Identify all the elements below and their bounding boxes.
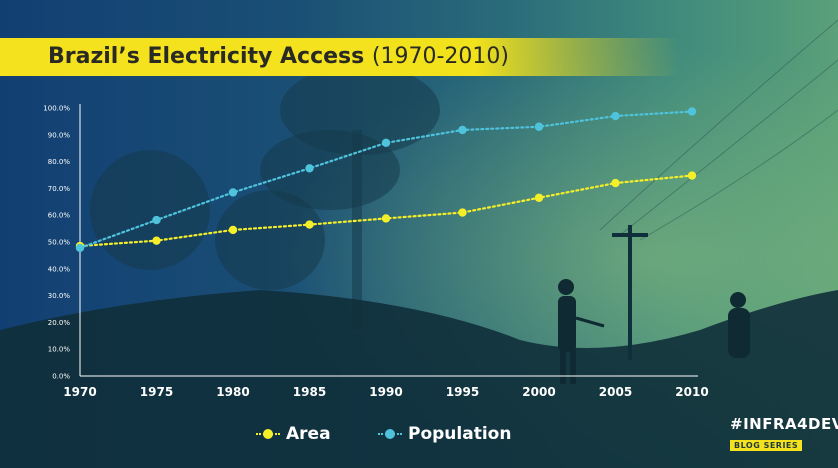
data-point-population <box>687 107 697 116</box>
y-tick-label: 20.0% <box>48 319 71 327</box>
x-tick-label: 1985 <box>293 385 326 399</box>
title-main: Brazil’s Electricity Access <box>48 44 365 69</box>
legend-label-population: Population <box>408 424 512 444</box>
data-point-area <box>611 178 620 188</box>
hill-silhouette <box>0 290 838 468</box>
y-tick-label: 0.0% <box>52 373 70 381</box>
data-point-area <box>381 214 391 223</box>
data-point-population <box>305 164 314 173</box>
x-tick-label: 2000 <box>522 385 555 399</box>
chart-series <box>75 107 697 253</box>
y-tick-label: 30.0% <box>48 292 71 300</box>
data-point-area <box>534 193 544 202</box>
x-tick-label: 2005 <box>599 385 632 399</box>
y-tick-label: 100.0% <box>43 105 70 113</box>
legend-item-area: Area <box>256 424 331 444</box>
brand-name: #INFRA4DEV <box>730 415 838 433</box>
chart-legend: Area Population <box>0 424 838 444</box>
data-point-population <box>534 122 544 131</box>
legend-item-population: Population <box>378 424 511 444</box>
chart-title: Brazil’s Electricity Access (1970-2010) <box>48 44 509 69</box>
y-tick-label: 10.0% <box>48 346 71 354</box>
data-point-area <box>228 225 238 235</box>
legend-swatch-area <box>256 429 280 439</box>
data-point-area <box>687 171 697 180</box>
data-point-population <box>611 111 620 121</box>
utility-pole <box>612 225 648 360</box>
people-silhouettes <box>558 279 750 384</box>
legend-swatch-population <box>378 429 402 439</box>
x-tick-label: 1970 <box>63 385 96 399</box>
brand-subtitle: BLOG SERIES <box>730 440 803 451</box>
series-line-area <box>78 174 694 248</box>
y-tick-label: 90.0% <box>48 131 71 139</box>
x-tick-label: 2010 <box>675 385 708 399</box>
x-tick-label: 1990 <box>369 385 402 399</box>
x-tick-label: 1995 <box>446 385 479 399</box>
data-point-population <box>228 188 238 197</box>
y-tick-label: 40.0% <box>48 265 71 273</box>
y-tick-label: 50.0% <box>48 239 71 247</box>
series-line-population <box>78 110 694 249</box>
power-lines <box>599 19 838 241</box>
y-tick-label: 60.0% <box>48 212 71 220</box>
data-point-area <box>305 220 314 229</box>
data-point-area <box>152 236 161 245</box>
x-tick-label: 1975 <box>140 385 173 399</box>
brand-logo: #INFRA4DEV BLOG SERIES <box>730 415 838 452</box>
data-point-population <box>75 243 85 253</box>
x-tick-label: 1980 <box>216 385 249 399</box>
data-point-population <box>458 125 467 135</box>
title-years: (1970-2010) <box>371 44 509 69</box>
y-tick-label: 80.0% <box>48 158 71 166</box>
data-point-population <box>152 215 161 225</box>
data-point-population <box>381 138 391 148</box>
y-tick-label: 70.0% <box>48 185 71 193</box>
title-banner <box>0 38 680 76</box>
legend-label-area: Area <box>286 424 331 444</box>
chart-axes: 0.0% 10.0% 20.0% 30.0% 40.0% 50.0% 60.0% 70.0% 8… <box>43 104 709 399</box>
data-point-area <box>458 208 467 217</box>
